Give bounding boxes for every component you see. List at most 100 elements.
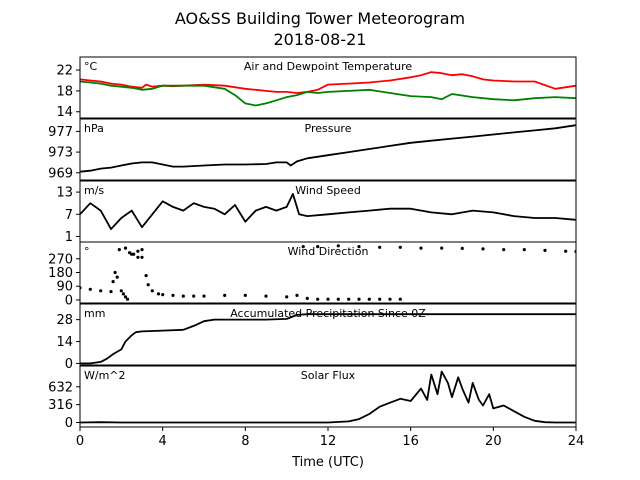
x-tick-label: 8 <box>241 434 249 449</box>
series-line-5-0 <box>80 370 576 424</box>
wind-direction-point <box>125 297 130 301</box>
x-tick-label: 4 <box>159 434 167 449</box>
x-tick-label: 24 <box>568 434 585 449</box>
wind-direction-point <box>88 287 92 291</box>
wind-direction-point <box>140 248 144 252</box>
panel-unit-label: ° <box>84 245 90 258</box>
wind-direction-point <box>171 293 175 297</box>
wind-direction-point <box>440 246 444 250</box>
wind-direction-point <box>502 248 506 252</box>
panel-0: °C Air and Dewpoint Temperature 14 18 22 <box>56 56 577 120</box>
wind-direction-point <box>522 248 526 252</box>
wind-direction-point <box>111 280 115 284</box>
wind-direction-point <box>398 245 402 249</box>
wind-direction-point <box>150 289 154 293</box>
y-tick-label: 180 <box>48 266 73 281</box>
series-line-4-0 <box>80 313 576 365</box>
y-tick-label: 316 <box>48 398 73 413</box>
panel-title: Air and Dewpoint Temperature <box>244 60 412 73</box>
panel-4: mm Accumulated Precipitation Since 0Z 0 14 2… <box>56 303 577 372</box>
panel-title: Wind Speed <box>295 184 361 197</box>
chart-subtitle: 2018-08-21 <box>274 30 367 49</box>
panel-unit-label: W/m^2 <box>84 369 126 382</box>
y-tick-label: 18 <box>56 84 73 99</box>
x-tick-label: 0 <box>76 434 84 449</box>
x-tick-label: 12 <box>320 434 337 449</box>
panel-frame <box>79 56 577 119</box>
wind-direction-point <box>136 249 140 253</box>
wind-direction-point <box>460 246 464 250</box>
wind-direction-point <box>388 297 392 301</box>
panel-unit-label: m/s <box>84 184 104 197</box>
wind-direction-point <box>136 255 140 259</box>
panel-1: hPa Pressure 969 973 977 <box>48 118 577 181</box>
wind-direction-point <box>144 274 148 278</box>
y-tick-label: 14 <box>56 105 73 120</box>
wind-direction-point <box>115 275 119 279</box>
panel-title: Pressure <box>305 122 352 135</box>
wind-direction-point <box>202 294 206 298</box>
series-line-0-1 <box>80 80 576 107</box>
wind-direction-point <box>357 245 361 249</box>
wind-direction-point <box>336 297 340 301</box>
y-tick-label: 7 <box>65 208 73 223</box>
panel-5: W/m^2 Solar Flux 0 316 632 <box>48 365 577 431</box>
wind-direction-point <box>121 292 125 296</box>
wind-direction-point <box>161 293 165 297</box>
series-line-2-0 <box>80 193 576 230</box>
wind-direction-point <box>243 293 247 297</box>
wind-direction-point <box>301 245 305 249</box>
wind-direction-point <box>564 249 568 253</box>
panel-unit-label: mm <box>84 307 105 320</box>
y-tick-label: 0 <box>65 293 73 308</box>
wind-direction-point <box>347 297 351 301</box>
wind-direction-point <box>398 297 402 301</box>
x-axis: 0 4 8 12 16 20 24 <box>76 427 584 449</box>
y-tick-label: 14 <box>56 335 73 350</box>
y-tick-label: 28 <box>56 313 73 328</box>
wind-direction-point <box>117 248 121 252</box>
wind-direction-point <box>109 290 113 294</box>
wind-direction-point <box>156 292 161 296</box>
wind-direction-point <box>481 247 485 251</box>
panel-unit-label: °C <box>84 60 98 73</box>
panel-unit-label: hPa <box>84 122 104 135</box>
panel-title: Accumulated Precipitation Since 0Z <box>230 307 426 320</box>
wind-direction-point <box>119 289 123 293</box>
y-tick-label: 977 <box>48 125 73 140</box>
x-tick-label: 20 <box>485 434 502 449</box>
y-tick-label: 0 <box>65 416 73 431</box>
wind-direction-point <box>326 297 330 301</box>
series-line-1-0 <box>80 124 576 173</box>
panel-title: Solar Flux <box>301 369 356 382</box>
wind-direction-point <box>316 245 320 249</box>
wind-direction-point <box>99 289 103 293</box>
wind-direction-point <box>140 255 144 259</box>
wind-direction-point <box>113 270 117 275</box>
wind-direction-point <box>181 294 185 298</box>
wind-direction-point <box>336 244 340 248</box>
wind-direction-point <box>378 297 382 301</box>
y-tick-label: 969 <box>48 166 73 181</box>
wind-direction-point <box>128 251 132 255</box>
y-tick-label: 22 <box>56 64 73 79</box>
wind-direction-point <box>264 294 268 298</box>
y-tick-label: 1 <box>65 230 73 245</box>
series-line-0-0 <box>80 71 576 94</box>
x-tick-label: 16 <box>402 434 419 449</box>
panel-frame <box>79 303 577 366</box>
wind-direction-point <box>146 283 150 287</box>
wind-direction-point <box>132 252 136 256</box>
y-tick-label: 13 <box>56 186 73 201</box>
panel-2: m/s Wind Speed 1 7 13 <box>56 180 577 245</box>
wind-direction-point <box>378 245 382 249</box>
x-axis-label: Time (UTC) <box>291 455 364 470</box>
wind-direction-point <box>357 297 361 301</box>
wind-direction-point <box>295 293 299 297</box>
wind-direction-point <box>305 296 309 300</box>
y-tick-label: 0 <box>65 357 73 372</box>
y-tick-label: 90 <box>56 280 73 295</box>
wind-direction-point <box>316 297 320 301</box>
chart-title: AO&SS Building Tower Meteorogram <box>175 9 465 28</box>
